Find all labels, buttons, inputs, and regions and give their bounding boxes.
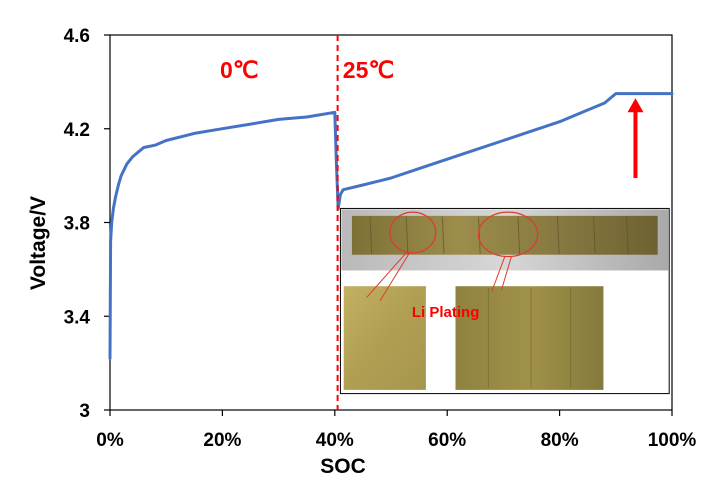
x-tick-label: 100% xyxy=(648,430,697,451)
electrode-fold-line xyxy=(369,216,373,254)
region-label-25c: 25℃ xyxy=(343,57,394,83)
inset-closeup-right xyxy=(455,286,604,390)
voltage-limit-arrow xyxy=(627,98,644,178)
electrode-fold-line xyxy=(405,216,409,254)
electrode-fold-line xyxy=(478,216,481,254)
electrode-fold-line xyxy=(625,216,629,254)
electrode-fold-line xyxy=(556,216,560,254)
electrode-fold-line xyxy=(517,216,521,254)
plating-leader-line xyxy=(501,256,512,291)
x-tick-label: 80% xyxy=(541,430,579,451)
x-tick-label: 0% xyxy=(96,430,124,451)
y-axis-title: Voltage/V xyxy=(27,196,50,290)
plating-leader-line xyxy=(491,256,506,292)
y-axis-ticks: 3 3.4 3.8 4.2 4.6 xyxy=(64,26,110,422)
voltage-curve xyxy=(108,92,674,360)
plating-leader-line xyxy=(379,252,410,302)
y-tick-label: 3.8 xyxy=(64,214,90,235)
y-tick-label: 3 xyxy=(79,401,90,422)
x-tick-label: 20% xyxy=(203,430,241,451)
li-plating-label: Li Plating xyxy=(412,304,480,321)
y-tick-label: 3.4 xyxy=(64,307,91,328)
region-label-0c: 0℃ xyxy=(220,57,259,83)
y-tick-label: 4.2 xyxy=(64,120,90,141)
x-tick-label: 60% xyxy=(428,430,466,451)
inset-closeup-left xyxy=(343,286,426,390)
electrode-fold-line xyxy=(593,216,596,254)
x-axis-title: SOC xyxy=(320,455,366,478)
inset-top-electrode-sheet xyxy=(351,215,658,255)
x-axis-ticks: 0% 20% 40% 60% 80% 100% xyxy=(96,410,696,451)
x-tick-label: 40% xyxy=(316,430,354,451)
inset-electrode-photo: Li Plating xyxy=(339,207,670,395)
y-tick-label: 4.6 xyxy=(64,26,90,47)
plating-highlight-ellipse xyxy=(477,211,539,258)
plating-leader-line xyxy=(366,252,407,298)
plating-highlight-ellipse xyxy=(389,211,437,254)
electrode-fold-line xyxy=(441,216,445,254)
